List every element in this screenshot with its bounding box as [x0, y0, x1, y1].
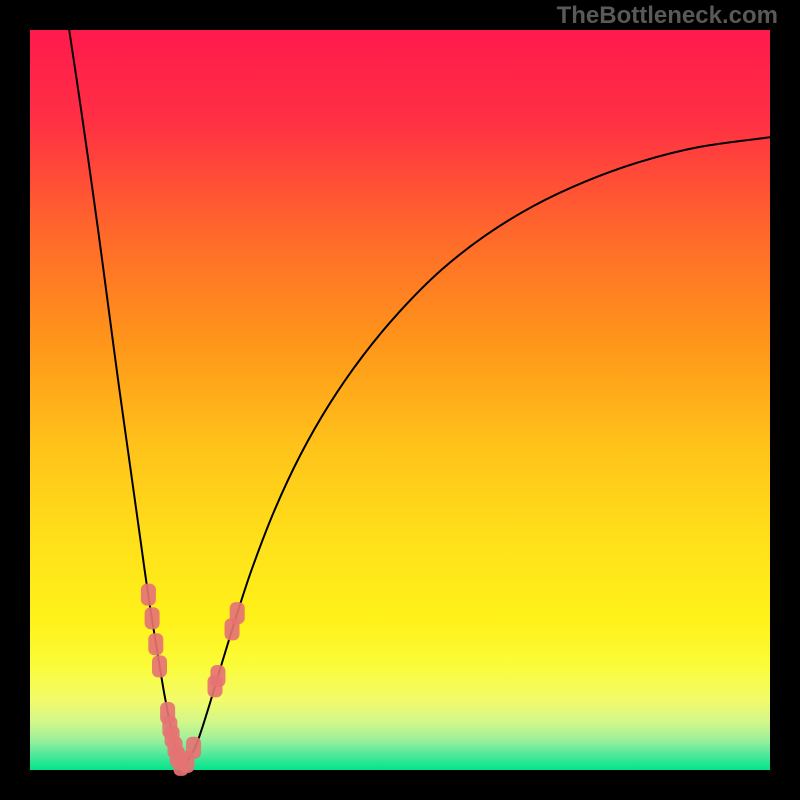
- data-marker: [145, 607, 160, 629]
- data-marker: [148, 633, 163, 655]
- gradient-background: [30, 30, 770, 770]
- data-marker: [152, 655, 167, 677]
- data-marker: [141, 584, 156, 606]
- bottleneck-curve-plot: [0, 0, 800, 800]
- chart-container: TheBottleneck.com: [0, 0, 800, 800]
- data-marker: [230, 602, 245, 624]
- watermark-text: TheBottleneck.com: [557, 2, 778, 30]
- data-marker: [186, 737, 201, 759]
- data-marker: [210, 665, 225, 687]
